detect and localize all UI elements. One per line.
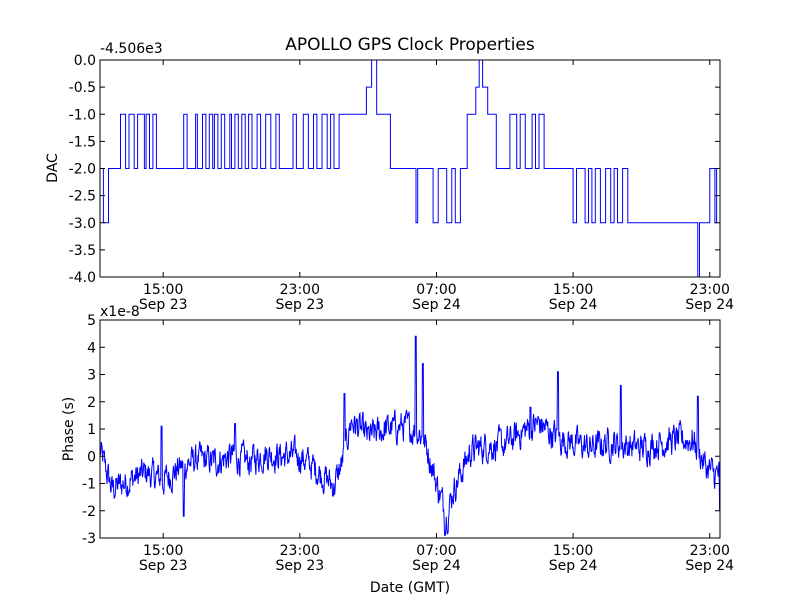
figure-title: APOLLO GPS Clock Properties: [285, 35, 535, 55]
dac-y-axis-label: DAC: [45, 153, 61, 183]
y-tick-label: -1.0: [69, 107, 96, 123]
y-tick-label: 0.0: [74, 53, 96, 69]
x-tick-date-label: Sep 23: [139, 297, 188, 313]
y-tick-label: 0: [87, 449, 96, 465]
x-tick-date-label: Sep 23: [139, 558, 188, 574]
dac-offset-label: -4.506e3: [100, 41, 163, 57]
phase-y-axis-label: Phase (s): [61, 397, 77, 461]
y-tick-label: 5: [87, 313, 96, 329]
x-tick-date-label: Sep 24: [549, 558, 598, 574]
y-tick-label: -1: [82, 477, 96, 493]
y-tick-label: 1: [87, 422, 96, 438]
y-tick-label: 4: [87, 340, 96, 356]
x-tick-time-label: 07:00: [416, 282, 456, 298]
dac-line: [100, 59, 720, 278]
y-tick-label: 2: [87, 395, 96, 411]
y-tick-label: -0.5: [69, 80, 96, 96]
x-tick-date-label: Sep 24: [685, 558, 734, 574]
y-tick-label: -2.0: [69, 162, 96, 178]
x-tick-date-label: Sep 24: [412, 297, 461, 313]
x-tick-time-label: 15:00: [553, 543, 593, 559]
phase-offset-label: x1e-8: [100, 304, 140, 320]
phase-series: [99, 335, 721, 536]
x-tick-time-label: 23:00: [280, 543, 320, 559]
y-tick-label: -1.5: [69, 134, 96, 150]
dac-panel: 0.0 -0.5 -1.0 -1.5 -2.0 -2.5 -3.0 -3.5 -4.0 15:0…: [45, 41, 734, 313]
x-tick-time-label: 23:00: [690, 543, 730, 559]
phase-line: [99, 335, 721, 536]
x-tick-time-label: 15:00: [143, 543, 183, 559]
x-tick-time-label: 07:00: [416, 543, 456, 559]
x-tick-date-label: Sep 24: [549, 297, 598, 313]
x-tick-date-label: Sep 24: [685, 297, 734, 313]
x-tick-date-label: Sep 24: [412, 558, 461, 574]
y-tick-label: -3.5: [69, 243, 96, 259]
dac-y-ticks: 0.0 -0.5 -1.0 -1.5 -2.0 -2.5 -3.0 -3.5 -4.0: [69, 53, 720, 286]
y-tick-label: 3: [87, 368, 96, 384]
phase-y-ticks: 5 4 3 2 1 0 -1 -2 -3: [82, 313, 720, 547]
y-tick-label: -4.0: [69, 270, 96, 286]
y-tick-label: -2: [82, 504, 96, 520]
x-tick-time-label: 15:00: [553, 282, 593, 298]
x-tick-time-label: 23:00: [280, 282, 320, 298]
y-tick-label: -2.5: [69, 189, 96, 205]
x-tick-time-label: 15:00: [143, 282, 183, 298]
x-axis-label: Date (GMT): [370, 580, 450, 596]
x-tick-date-label: Sep 23: [276, 297, 325, 313]
y-tick-label: -3: [82, 531, 96, 547]
x-tick-time-label: 23:00: [690, 282, 730, 298]
x-tick-date-label: Sep 23: [276, 558, 325, 574]
y-tick-label: -3.0: [69, 216, 96, 232]
dac-series: [100, 59, 720, 278]
